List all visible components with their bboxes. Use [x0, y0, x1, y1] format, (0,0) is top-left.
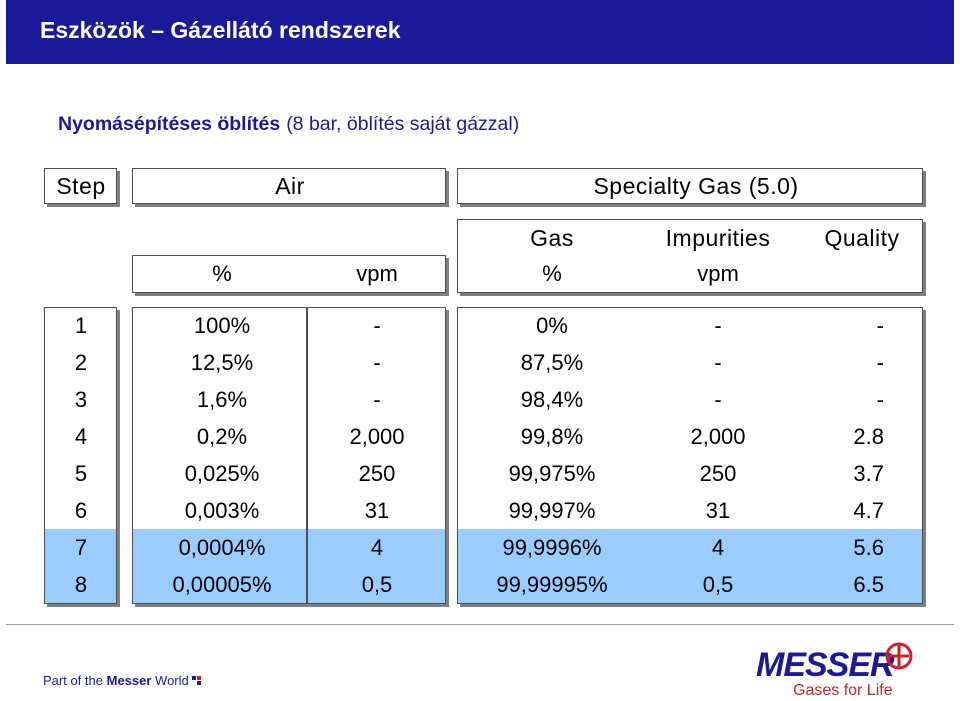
cell-air-pct: 0,00005% — [172, 572, 272, 597]
cell-step: 7 — [74, 535, 88, 560]
air-pct-header: % — [212, 261, 232, 286]
cell-gas-pct: 99,9996% — [502, 535, 602, 560]
cell-quality: - — [876, 387, 884, 412]
messer-logo-tagline: Gases for Life — [793, 682, 893, 699]
footer-divider — [6, 624, 954, 625]
cell-step: 3 — [74, 387, 88, 412]
cell-gas-pct: 0% — [536, 313, 568, 338]
footer-prefix: Part of the — [43, 673, 103, 688]
cell-step: 1 — [74, 313, 88, 338]
cell-step: 8 — [74, 572, 88, 597]
highlight-step — [45, 529, 116, 603]
cell-air-vpm: 2,000 — [349, 424, 405, 449]
cell-air-pct: 12,5% — [190, 350, 254, 375]
impurities-header: Impurities — [665, 225, 771, 251]
cell-gas-pct: 99,99995% — [496, 572, 608, 597]
subtitle-normal: (8 bar, öblítés saját gázzal) — [286, 113, 520, 135]
title-bar: Eszközök – Gázellátó rendszerek — [6, 0, 954, 64]
gas-subheader-box — [457, 219, 923, 293]
cell-step: 4 — [74, 424, 88, 449]
cell-air-pct: 1,6% — [196, 387, 248, 412]
cell-quality: - — [876, 313, 884, 338]
quality-header: Quality — [824, 225, 900, 251]
cell-air-pct: 100% — [193, 313, 251, 338]
messer-logo-icon — [885, 642, 913, 670]
cell-air-vpm: - — [373, 350, 381, 375]
air-header: Air — [275, 173, 305, 199]
cell-imp-vpm: - — [714, 313, 722, 338]
cell-air-vpm: 31 — [364, 498, 390, 523]
cell-quality: 5.6 — [853, 535, 884, 560]
cell-air-pct: 0,025% — [184, 461, 260, 486]
air-header-box — [132, 168, 446, 204]
cell-air-vpm: 4 — [370, 535, 384, 560]
cell-gas-pct: 99,975% — [508, 461, 596, 486]
highlight-air-pct — [133, 529, 306, 603]
cell-air-vpm: - — [373, 387, 381, 412]
page-title: Eszközök – Gázellátó rendszerek — [40, 17, 401, 43]
cell-imp-vpm: 4 — [711, 535, 725, 560]
air-vpm-header: vpm — [356, 261, 398, 286]
cell-gas-pct: 87,5% — [520, 350, 584, 375]
cell-air-pct: 0,003% — [184, 498, 260, 523]
cell-step: 5 — [74, 461, 88, 486]
subtitle-bold: Nyomásépítéses öblítés — [58, 113, 281, 135]
cell-quality: - — [876, 350, 884, 375]
cell-imp-vpm: 2,000 — [690, 424, 746, 449]
gas-header: Gas — [530, 225, 574, 251]
step-header-box — [44, 168, 117, 204]
cell-imp-vpm: 250 — [699, 461, 737, 486]
cell-gas-pct: 99,8% — [520, 424, 584, 449]
cell-gas-pct: 99,997% — [508, 498, 596, 523]
cell-air-pct: 0,2% — [196, 424, 248, 449]
cell-imp-vpm: - — [714, 350, 722, 375]
cell-step: 2 — [74, 350, 88, 375]
gas-pct-header: % — [542, 261, 562, 286]
cell-air-vpm: 250 — [358, 461, 396, 486]
highlight-gas — [458, 529, 922, 603]
cell-imp-vpm: - — [714, 387, 722, 412]
cell-air-vpm: - — [373, 313, 381, 338]
footer-tagline: Part of the Messer World — [43, 673, 189, 688]
cell-imp-vpm: 0,5 — [702, 572, 734, 597]
cell-step: 6 — [74, 498, 88, 523]
specialty-header: Specialty Gas (5.0) — [593, 173, 799, 199]
cell-air-vpm: 0,5 — [361, 572, 393, 597]
slide-subtitle: Nyomásépítéses öblítés (8 bar, öblítés sa… — [58, 113, 519, 136]
step-header: Step — [56, 173, 106, 199]
cell-quality: 2.8 — [853, 424, 884, 449]
air-subheader-box — [132, 255, 446, 293]
specialty-header-box — [457, 168, 923, 204]
footer-brand: Messer — [106, 673, 152, 688]
cell-air-pct: 0,0004% — [178, 535, 266, 560]
imp-vpm-header: vpm — [697, 261, 739, 286]
cell-quality: 3.7 — [853, 461, 884, 486]
cell-quality: 6.5 — [853, 572, 884, 597]
cell-gas-pct: 98,4% — [520, 387, 584, 412]
highlight-air-vpm — [308, 529, 445, 603]
cell-imp-vpm: 31 — [705, 498, 731, 523]
cell-quality: 4.7 — [853, 498, 884, 523]
footer-suffix: World — [155, 673, 189, 688]
messer-logo-word: MESSER — [756, 646, 895, 684]
